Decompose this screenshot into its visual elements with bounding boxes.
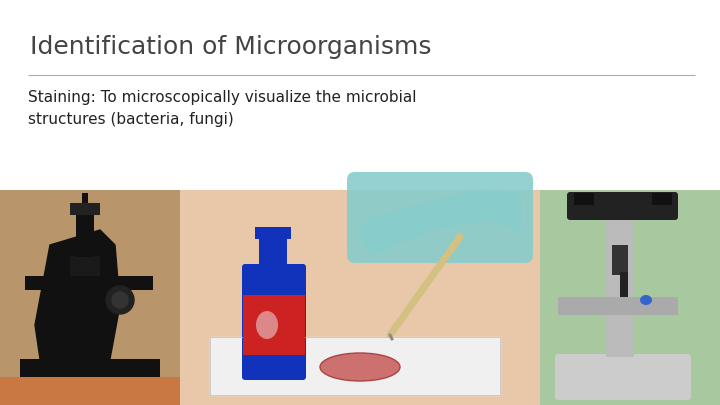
Bar: [0, 190, 180, 405]
Circle shape: [112, 292, 128, 308]
Bar: [76, 215, 94, 257]
FancyBboxPatch shape: [567, 192, 678, 220]
Bar: [652, 193, 672, 205]
Bar: [612, 245, 628, 275]
Bar: [70, 256, 100, 276]
Bar: [259, 237, 287, 267]
Bar: [243, 295, 305, 355]
Bar: [558, 297, 678, 315]
Bar: [0, 377, 180, 405]
FancyBboxPatch shape: [242, 264, 306, 380]
Circle shape: [106, 286, 134, 314]
Bar: [70, 203, 100, 215]
Bar: [606, 210, 634, 250]
Bar: [25, 276, 153, 290]
Polygon shape: [360, 190, 520, 255]
Ellipse shape: [640, 295, 652, 305]
Ellipse shape: [320, 353, 400, 381]
Ellipse shape: [256, 311, 278, 339]
Text: structures (bacteria, fungi): structures (bacteria, fungi): [28, 112, 234, 127]
Bar: [620, 272, 628, 297]
Polygon shape: [35, 230, 120, 359]
FancyArrowPatch shape: [213, 394, 498, 395]
Bar: [20, 359, 160, 377]
Bar: [255, 227, 291, 239]
Bar: [540, 190, 720, 405]
Bar: [606, 237, 634, 357]
Bar: [180, 190, 540, 405]
FancyBboxPatch shape: [555, 354, 691, 400]
Text: Staining: To microscopically visualize the microbial: Staining: To microscopically visualize t…: [28, 90, 416, 105]
Bar: [574, 193, 594, 205]
Polygon shape: [210, 337, 500, 395]
Bar: [82, 193, 88, 203]
Text: Identification of Microorganisms: Identification of Microorganisms: [30, 35, 431, 59]
FancyBboxPatch shape: [347, 172, 533, 263]
